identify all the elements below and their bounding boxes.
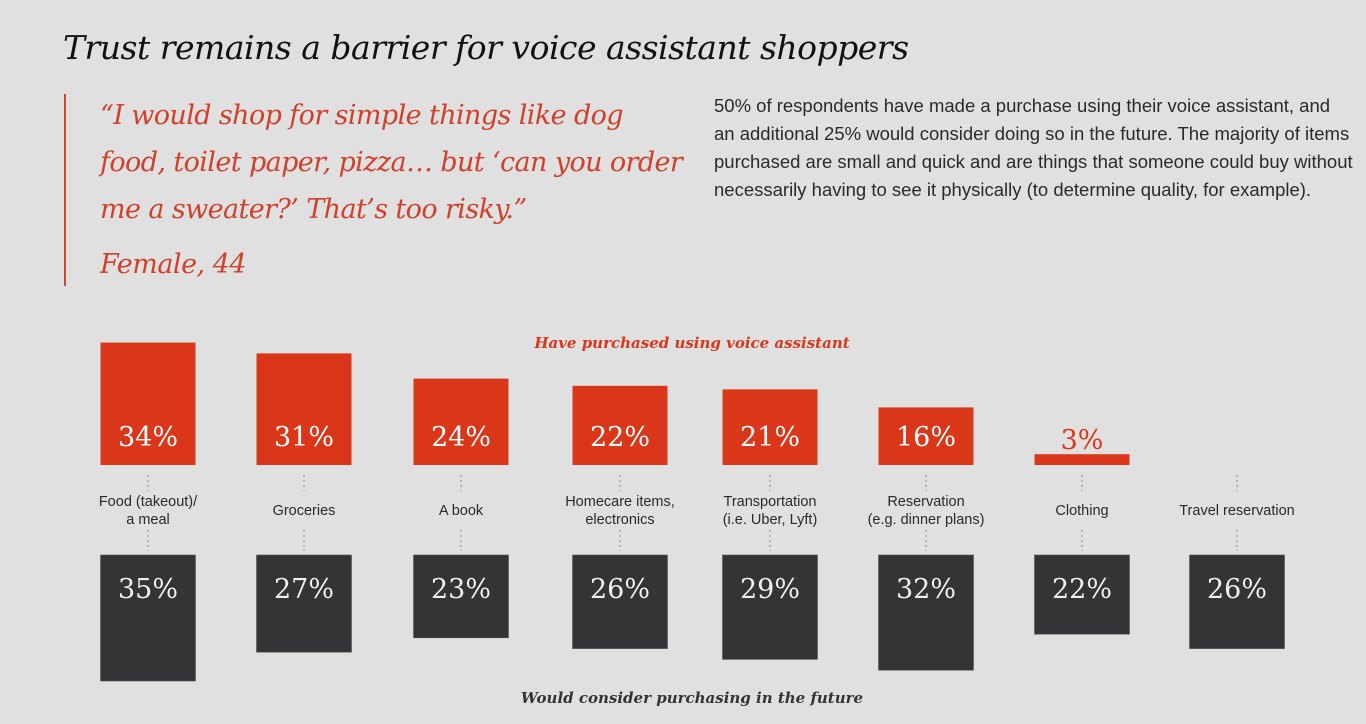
category-label: Food (takeout)/ (99, 494, 198, 510)
bar-purchased (100, 342, 196, 465)
bar-label-future: 23% (431, 574, 491, 605)
bar-label-future: 27% (274, 574, 334, 605)
category-label: Groceries (273, 503, 336, 519)
category-label: Clothing (1055, 503, 1108, 519)
category-label: (i.e. Uber, Lyft) (723, 512, 818, 528)
bar-future (722, 554, 818, 660)
bar-purchased (878, 407, 974, 465)
bar-label-future: 29% (740, 574, 800, 605)
quote-attribution: Female, 44 (100, 249, 247, 280)
bar-label-purchased: 31% (274, 422, 334, 453)
bar-label-future: 32% (896, 574, 956, 605)
bar-purchased (722, 389, 818, 465)
category-label: electronics (585, 512, 654, 528)
bar-future (1034, 554, 1130, 635)
bar-label-purchased: 34% (118, 422, 178, 453)
bar-future (878, 554, 974, 671)
bar-label-purchased: 3% (1061, 425, 1104, 456)
series-label-future: Would consider purchasing in the future (520, 689, 864, 707)
bar-purchased (256, 353, 352, 465)
page-title: Trust remains a barrier for voice assist… (63, 28, 909, 67)
bar-future (100, 554, 196, 682)
bar-future (572, 554, 668, 649)
bar-purchased (572, 385, 668, 465)
category-label: Homecare items, (565, 494, 675, 510)
bar-label-purchased: 21% (740, 422, 800, 453)
quote-text: “I would shop for simple things like dog… (100, 100, 683, 225)
bar-label-purchased: 16% (896, 422, 956, 453)
category-label: A book (439, 503, 484, 519)
category-label: (e.g. dinner plans) (868, 512, 985, 528)
bar-future (413, 554, 509, 639)
bar-future (1189, 554, 1285, 649)
bar-future (256, 554, 352, 653)
bar-label-purchased: 24% (431, 422, 491, 453)
category-label: Travel reservation (1179, 503, 1295, 519)
bar-label-future: 22% (1052, 574, 1112, 605)
category-label: Reservation (887, 494, 964, 510)
bar-label-future: 35% (118, 574, 178, 605)
quote-divider (64, 94, 66, 286)
bar-label-future: 26% (1207, 574, 1267, 605)
series-label-purchased: Have purchased using voice assistant (534, 334, 850, 352)
summary-paragraph: 50% of respondents have made a purchase … (714, 95, 1353, 200)
bar-label-purchased: 22% (590, 422, 650, 453)
bar-purchased (1034, 454, 1130, 465)
bar-label-future: 26% (590, 574, 650, 605)
category-label: Transportation (724, 494, 817, 510)
bar-purchased (413, 378, 509, 465)
category-label: a meal (126, 512, 170, 528)
